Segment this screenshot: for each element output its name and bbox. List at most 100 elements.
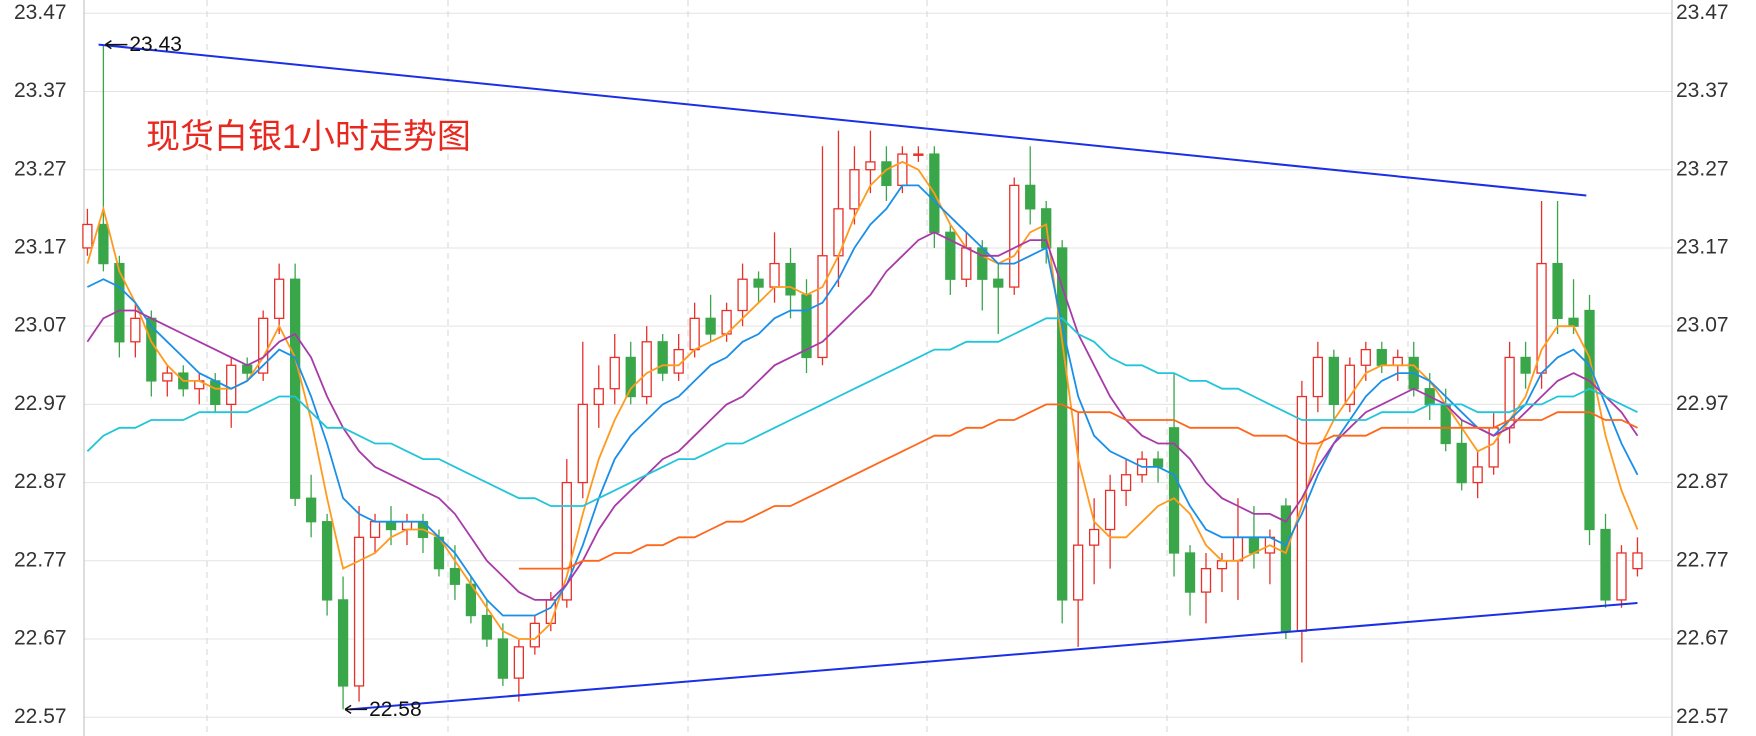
candle-body: [1104, 489, 1116, 531]
ma-line: [87, 184, 1639, 617]
annotation-arrow: [104, 39, 128, 50]
candle-body: [593, 388, 604, 406]
candle-body: [1456, 442, 1467, 484]
y-tick-label-right: 23.27: [1676, 157, 1729, 180]
candle-body: [1216, 560, 1228, 570]
candle-body: [1568, 317, 1579, 327]
candle-body: [737, 278, 748, 312]
candle-body: [865, 161, 876, 171]
candle-body: [1009, 184, 1020, 288]
candle-body: [1360, 348, 1371, 366]
y-tick-label: 23.37: [14, 79, 67, 102]
candle-body: [817, 255, 828, 359]
ma-line: [86, 317, 1638, 507]
candle-body: [945, 231, 956, 280]
candle-body: [993, 278, 1004, 288]
candle-body: [98, 223, 109, 265]
candle-body: [657, 341, 668, 374]
candle-body: [337, 599, 349, 687]
y-tick-label-right: 22.67: [1676, 627, 1729, 650]
candle-body: [353, 536, 365, 687]
y-tick-label: 22.97: [14, 392, 67, 415]
annotation-label: 23.43: [129, 33, 182, 56]
candle-body: [753, 278, 764, 288]
y-tick-label: 23.27: [14, 157, 67, 180]
y-tick-label-right: 22.87: [1676, 470, 1729, 493]
candle-body: [1073, 544, 1084, 601]
y-tick-label-right: 23.17: [1676, 235, 1729, 258]
candle-body: [1088, 528, 1100, 546]
candle-body: [258, 317, 269, 374]
candle-body: [1232, 536, 1244, 562]
candle-body: [242, 364, 253, 374]
y-tick-label-right: 22.57: [1676, 705, 1729, 728]
trend-line: [349, 602, 1638, 711]
candle-body: [210, 380, 221, 406]
candle-body: [114, 262, 125, 343]
candle-body: [1472, 466, 1483, 484]
candle-body: [785, 262, 796, 296]
chart-title: 现货白银1小时走势图: [146, 118, 471, 156]
candle-body: [321, 521, 333, 601]
candle-body: [1520, 356, 1531, 374]
candle-body: [1616, 552, 1627, 601]
candle-body: [977, 247, 988, 280]
candle-body: [369, 521, 381, 538]
candle-body: [609, 356, 620, 390]
candle-body: [1057, 247, 1068, 601]
candle-body: [1025, 184, 1036, 210]
candle-body: [1312, 356, 1324, 398]
candle-body: [1168, 427, 1180, 554]
candle-body: [146, 317, 157, 382]
candle-body: [1280, 505, 1292, 632]
candle-body: [1344, 364, 1355, 406]
candle-body: [1376, 348, 1387, 366]
candle-body: [577, 403, 588, 484]
candle-body: [226, 364, 237, 406]
y-tick-label: 22.77: [14, 548, 67, 571]
y-tick-label: 23.47: [14, 1, 67, 24]
y-tick-label-right: 23.07: [1676, 314, 1729, 337]
candle-body: [1200, 567, 1212, 593]
vertical-grid: [206, 0, 1409, 736]
candle-body: [481, 614, 493, 640]
candle-body: [1328, 356, 1339, 406]
candle-body: [497, 638, 509, 679]
y-tick-label: 22.87: [14, 470, 67, 493]
candle-body: [705, 317, 716, 335]
candle-body: [82, 223, 93, 249]
y-tick-label-right: 23.37: [1676, 79, 1729, 102]
y-tick-label: 22.57: [14, 705, 67, 728]
candle-body: [769, 262, 780, 288]
candle-body: [1600, 528, 1611, 601]
annotation-arrow: [344, 704, 368, 715]
y-tick-label: 23.07: [14, 314, 67, 337]
candle-body: [1392, 356, 1403, 366]
y-tick-label: 23.17: [14, 235, 67, 258]
candle-body: [913, 153, 924, 156]
annotation-label: 22.58: [369, 698, 422, 721]
candle-body: [1120, 474, 1132, 492]
candle-body: [274, 278, 285, 319]
candle-body: [1184, 552, 1196, 593]
y-tick-label-right: 23.47: [1676, 1, 1729, 24]
candle-body: [513, 646, 525, 679]
y-tick-label-right: 22.77: [1676, 548, 1729, 571]
candle-body: [1552, 262, 1563, 319]
candle-body: [401, 521, 413, 531]
candle-body: [961, 247, 972, 280]
ma-line: [86, 231, 1639, 601]
candle-body: [385, 521, 397, 531]
candle-body: [1632, 552, 1643, 570]
candle-body: [897, 153, 908, 187]
candle-body: [625, 356, 636, 398]
y-tick-label: 22.67: [14, 627, 67, 650]
candle-body: [689, 317, 700, 351]
trend-line: [98, 43, 1587, 197]
ma-line: [86, 160, 1639, 640]
candle-body: [1152, 458, 1164, 468]
candle-body: [641, 341, 652, 398]
candle-body: [305, 497, 317, 523]
candle-body: [289, 278, 301, 499]
